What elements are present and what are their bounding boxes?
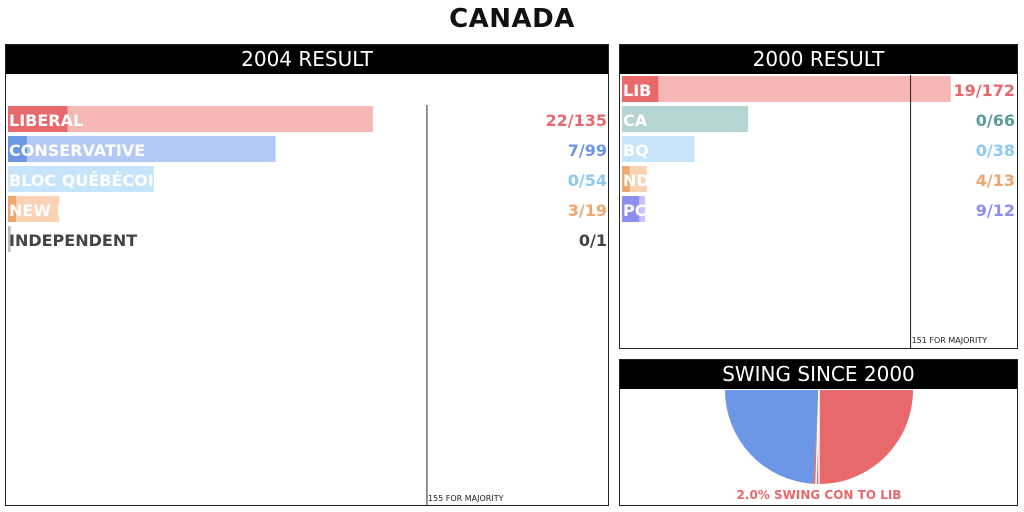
majority-note: 151 FOR MAJORITY [912,336,988,345]
result-2004-title: 2004 RESULT [6,45,608,74]
seat-count-label: 9/12 [976,201,1015,220]
retained-seats-bar [8,106,68,132]
party-label: BQ [623,141,649,160]
seat-count-label: 19/172 [953,81,1015,100]
retained-seats-bar [622,196,640,222]
swing-caption: 2.0% SWING CON TO LIB [737,488,902,502]
swing-slice-con [725,390,819,484]
party-label: PC [623,201,646,220]
retained-seats-bar [622,76,659,102]
swing-slice-lib [813,390,913,484]
seat-count-label: 22/135 [545,111,607,130]
seat-count-label: 0/1 [579,231,607,250]
total-seats-bar [8,226,11,252]
total-seats-bar [8,136,276,162]
result-2004-panel: 2004 RESULT LIBERAL 22/135 CONSERVATIVE 7/9… [5,44,609,506]
retained-seats-bar [8,196,17,222]
party-label: CONSERVATIVE [9,141,145,160]
party-label: NEW DEMOCRATIC PARTY [9,201,237,220]
total-seats-bar [8,106,373,132]
party-label: NDP [623,171,662,190]
total-seats-bar [622,106,749,132]
seat-count-label: 3/19 [568,201,607,220]
seat-count-label: 4/13 [976,171,1015,190]
total-seats-bar [622,76,951,102]
total-seats-bar [622,136,695,162]
seat-count-label: 0/54 [568,171,607,190]
party-label: LIBERAL [9,111,83,130]
seat-count-label: 0/66 [976,111,1015,130]
swing-panel: SWING SINCE 2000 2.0% SWING CON TO LIB [619,359,1018,506]
result-2000-chart: LIB 19/172 CA 0/66 BQ 0/38 NDP 4/13 PC 9/12 151 FO… [622,75,1015,348]
party-label: LIB [623,81,651,100]
total-seats-bar [8,166,154,192]
majority-note: 155 FOR MAJORITY [428,494,504,503]
party-label: BLOC QUÉBÉCOIS [9,171,165,190]
swing-chart: 2.0% SWING CON TO LIB [725,389,913,502]
retained-seats-bar [8,136,27,162]
swing-title: SWING SINCE 2000 [620,360,1017,389]
seat-count-label: 0/38 [976,141,1015,160]
seat-count-label: 7/99 [568,141,607,160]
party-label: CA [623,111,648,130]
party-label: INDEPENDENT [9,231,137,250]
retained-seats-bar [622,166,630,192]
total-seats-bar [8,196,60,222]
result-2000-panel: 2000 RESULT LIB 19/172 CA 0/66 BQ 0/38 NDP 4/13… [619,44,1018,349]
result-2000-title: 2000 RESULT [620,45,1017,74]
page-title: CANADA [449,4,575,34]
result-2004-chart: LIBERAL 22/135 CONSERVATIVE 7/99 BLOC QUÉBÉC… [8,105,607,505]
